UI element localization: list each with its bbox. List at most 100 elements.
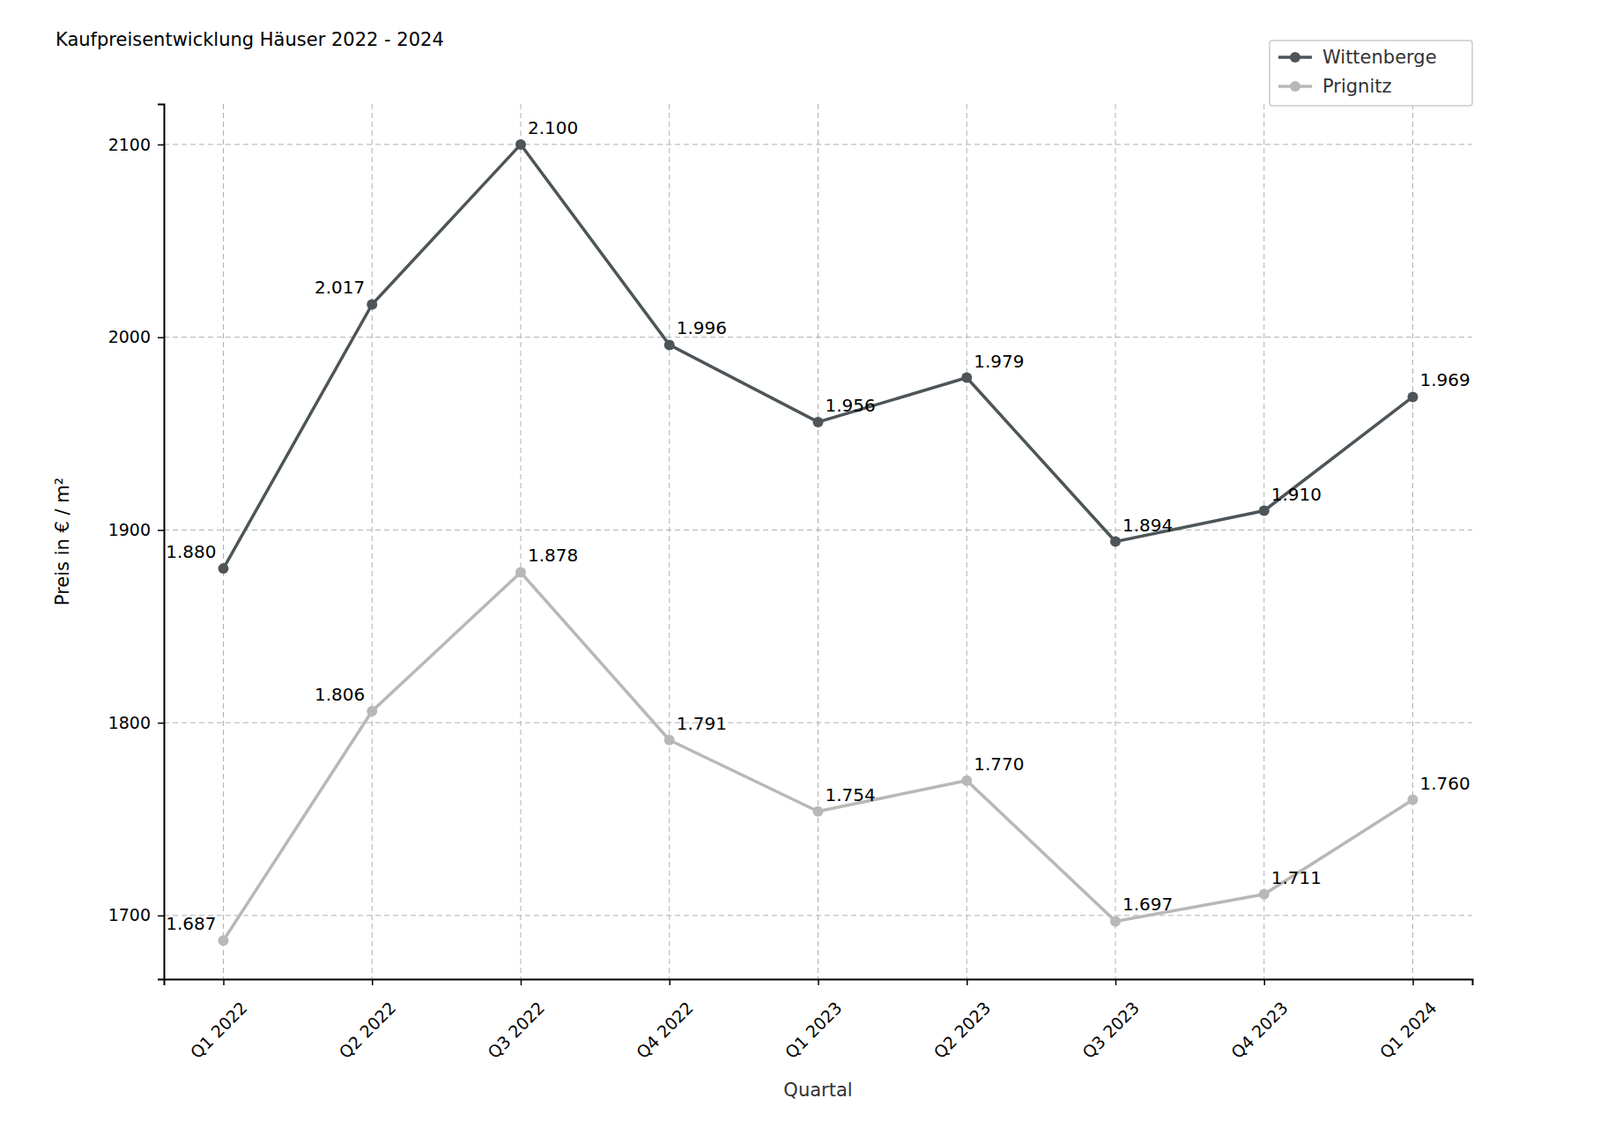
tick-mark xyxy=(966,978,969,986)
tick-mark xyxy=(157,915,164,918)
tick: 1900 xyxy=(108,519,164,540)
data-label: 1.697 xyxy=(1122,893,1173,915)
y-axis: 1700 1800 1900 2000 2100 xyxy=(108,104,165,980)
data-label: 2.100 xyxy=(527,117,578,139)
legend-marker xyxy=(1289,51,1301,63)
legend-label: Wittenberge xyxy=(1322,46,1438,68)
tick-label: 1800 xyxy=(108,712,151,733)
data-label: 1.979 xyxy=(973,350,1024,372)
tick: Q4 2023 xyxy=(1227,978,1292,1062)
tick-label: Q4 2023 xyxy=(1227,997,1292,1062)
tick-label: Q3 2022 xyxy=(483,997,549,1062)
tick-mark xyxy=(817,978,820,986)
tick-mark xyxy=(1115,978,1118,986)
grid-line xyxy=(371,103,373,979)
tick-label: 1700 xyxy=(108,904,151,925)
series-line xyxy=(223,571,1414,941)
tick-label: Q2 2022 xyxy=(334,997,400,1062)
x-axis: Q1 2022 Q2 2022 Q3 2022 Q4 2022 Q1 2023 Q2 20… xyxy=(164,978,1474,1062)
tick: 1700 xyxy=(108,904,164,925)
marker xyxy=(515,566,526,578)
data-labels: 1.880 2.017 2.100 1.996 1.956 1.979 1.894 1.910… xyxy=(165,117,1471,934)
data-label: 2.017 xyxy=(314,276,365,298)
tick: Q3 2023 xyxy=(1078,978,1143,1062)
y-axis-title: Preis in € / m² xyxy=(51,477,74,606)
marker xyxy=(664,339,675,350)
data-label: 1.969 xyxy=(1420,369,1471,391)
tick-mark xyxy=(520,978,523,986)
marker xyxy=(813,806,824,817)
tick-label: 1900 xyxy=(108,519,151,540)
legend-label: Prignitz xyxy=(1322,75,1393,97)
marker xyxy=(515,139,526,150)
tick-label: Q1 2024 xyxy=(1376,997,1441,1062)
marker xyxy=(218,934,230,946)
tick-label: Q1 2023 xyxy=(781,997,846,1062)
grid-line xyxy=(1412,103,1414,979)
tick-label: Q2 2023 xyxy=(929,997,994,1062)
tick-mark xyxy=(222,978,225,986)
marker xyxy=(1110,915,1121,926)
tick-mark xyxy=(157,144,164,147)
axis-line xyxy=(157,104,165,980)
marker xyxy=(961,372,972,384)
tick: Q1 2024 xyxy=(1376,978,1441,1062)
data-label: 1.880 xyxy=(165,540,216,563)
tick: 2000 xyxy=(108,326,164,347)
tick: Q2 2023 xyxy=(929,978,994,1062)
grid-line xyxy=(966,103,968,979)
tick-mark xyxy=(157,722,164,725)
data-label: 1.996 xyxy=(676,317,727,339)
marker xyxy=(1110,536,1121,548)
legend-box xyxy=(1269,40,1473,106)
marker xyxy=(1259,888,1270,900)
tick-label: 2100 xyxy=(108,134,151,155)
data-label: 1.894 xyxy=(1122,514,1173,536)
grid-line xyxy=(817,103,819,979)
axis-line xyxy=(164,979,1474,986)
tick-mark xyxy=(157,529,164,532)
data-label: 1.754 xyxy=(825,784,876,806)
tick-label: Q1 2022 xyxy=(186,997,252,1062)
grid-line xyxy=(1263,103,1265,979)
tick-mark xyxy=(371,978,374,986)
data-label: 1.878 xyxy=(527,544,578,566)
data-label: 1.687 xyxy=(165,912,216,934)
marker xyxy=(218,562,230,574)
data-label: 1.770 xyxy=(973,753,1024,775)
title: Kaufpreisentwicklung Häuser 2022 - 2024 xyxy=(55,29,445,51)
tick: Q1 2023 xyxy=(781,978,846,1062)
data-label: 1.760 xyxy=(1420,772,1471,794)
tick-mark xyxy=(669,978,672,986)
tick: 2100 xyxy=(108,134,164,155)
tick-mark xyxy=(1264,978,1267,986)
marker xyxy=(664,734,675,746)
marker xyxy=(366,705,378,717)
marker xyxy=(961,775,972,786)
marker xyxy=(1407,794,1419,806)
marker xyxy=(813,416,824,428)
grid-line xyxy=(520,103,522,979)
legend-marker xyxy=(1289,81,1301,92)
tick-label: Q3 2023 xyxy=(1078,997,1143,1062)
chart: Kaufpreisentwicklung Häuser 2022 - 2024 1… xyxy=(0,0,1600,1128)
marker xyxy=(1259,505,1270,517)
plot-area xyxy=(218,139,1419,946)
marker xyxy=(366,298,378,310)
data-label: 1.956 xyxy=(825,394,876,416)
legend: Wittenberge Prignitz xyxy=(1269,40,1473,106)
data-label: 1.806 xyxy=(314,683,365,705)
data-label: 1.711 xyxy=(1271,866,1322,889)
grid xyxy=(163,103,1473,979)
tick-mark xyxy=(157,336,164,339)
data-label: 1.910 xyxy=(1271,483,1322,505)
tick: Q1 2022 xyxy=(186,978,252,1062)
tick: Q4 2022 xyxy=(632,978,697,1062)
grid-line xyxy=(222,103,224,979)
tick: 1800 xyxy=(108,712,164,733)
tick-label: 2000 xyxy=(108,326,151,347)
series-line xyxy=(223,144,1414,569)
tick: Q2 2022 xyxy=(334,978,400,1062)
tick: Q3 2022 xyxy=(483,978,549,1062)
grid-line xyxy=(668,103,670,979)
